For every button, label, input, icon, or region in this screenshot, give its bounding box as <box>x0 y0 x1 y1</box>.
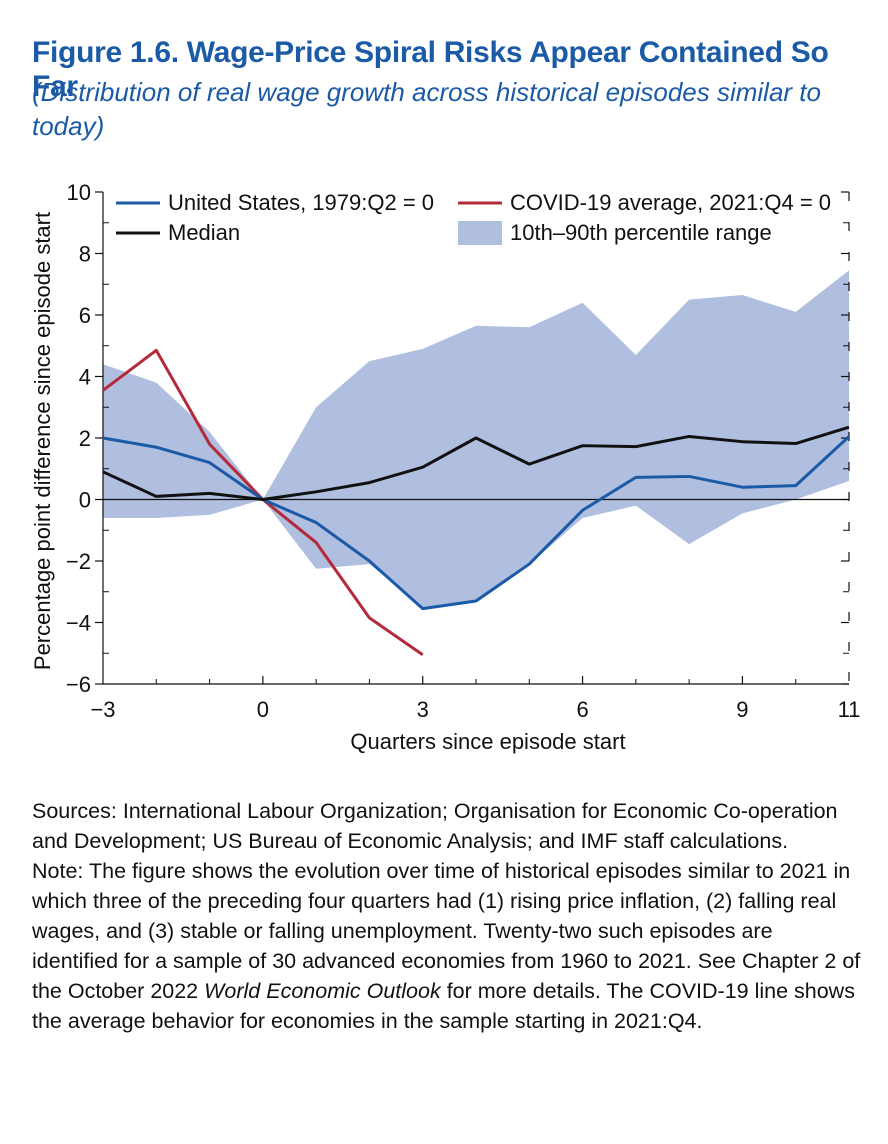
y-tick-label: −6 <box>66 672 91 697</box>
x-tick-label: 6 <box>576 697 588 722</box>
axes-layer: −6 −4 −2 0 2 4 6 8 10 −3 0 3 6 9 11 <box>66 180 861 722</box>
sources-text: Sources: International Labour Organizati… <box>32 799 838 853</box>
line-chart: −6 −4 −2 0 2 4 6 8 10 −3 0 3 6 9 11 United States, 197… <box>30 180 861 754</box>
y-tick-label: −4 <box>66 611 91 636</box>
legend-item: COVID-19 average, 2021:Q4 = 0 <box>458 190 831 215</box>
y-tick-label: 6 <box>79 303 91 328</box>
figure-title: Figure 1.6. Wage-Price Spiral Risks Appe… <box>32 36 829 103</box>
x-tick-label: 9 <box>736 697 748 722</box>
y-tick-label: 8 <box>79 242 91 267</box>
figure-notes: Sources: International Labour Organizati… <box>32 796 862 1036</box>
legend-item: Median <box>116 220 240 245</box>
note-text-italic: World Economic Outlook <box>204 979 441 1003</box>
note-text-before: Note: The figure shows the evolution ove… <box>32 859 861 1003</box>
x-tick-label: 11 <box>838 697 861 722</box>
series-line-median <box>102 425 850 501</box>
y-tick-label: −2 <box>66 549 91 574</box>
y-axis-label: Percentage point difference since episod… <box>30 212 55 670</box>
note-text: Note: The figure shows the evolution ove… <box>32 856 862 1036</box>
note-text-after: for more details. The COVID-19 line show… <box>32 979 855 1033</box>
figure-subtitle: (Distribution of real wage growth across… <box>32 77 821 141</box>
y-tick-label: 4 <box>79 365 91 390</box>
x-axis-label: Quarters since episode start <box>350 729 625 754</box>
x-tick-label: −3 <box>90 697 115 722</box>
legend-item: 10th–90th percentile range <box>458 220 772 245</box>
chart-legend: United States, 1979:Q2 = 0 COVID-19 avera… <box>116 190 831 245</box>
legend-label: COVID-19 average, 2021:Q4 = 0 <box>510 190 831 215</box>
legend-swatch <box>458 221 502 245</box>
y-tick-label: 0 <box>79 488 91 513</box>
x-tick-label: 3 <box>417 697 429 722</box>
x-tick-label: 0 <box>257 697 269 722</box>
legend-label: Median <box>168 220 240 245</box>
series-layer <box>102 348 851 657</box>
y-tick-label: 2 <box>79 426 91 451</box>
legend-label: 10th–90th percentile range <box>510 220 772 245</box>
legend-label: United States, 1979:Q2 = 0 <box>168 190 434 215</box>
y-tick-label: 10 <box>67 180 91 205</box>
legend-item: United States, 1979:Q2 = 0 <box>116 190 434 215</box>
series-line-united-states <box>102 435 851 611</box>
